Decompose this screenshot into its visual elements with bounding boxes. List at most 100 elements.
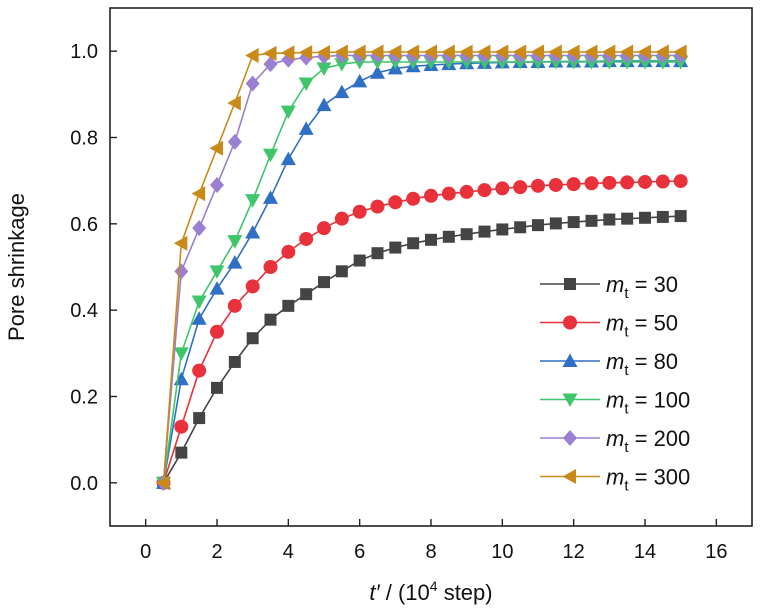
x-axis-title: t′ / (104 step) [369, 578, 492, 605]
data-point [387, 44, 402, 60]
data-point [638, 174, 652, 189]
data-point [441, 186, 456, 201]
data-point [477, 44, 491, 60]
legend-marker [562, 353, 578, 367]
series-0 [157, 210, 687, 489]
data-point [352, 73, 368, 88]
series-5 [156, 44, 687, 491]
data-point [298, 44, 313, 60]
data-point [495, 181, 510, 196]
data-point [584, 44, 598, 60]
data-point [210, 176, 224, 193]
y-tick-label: 0.8 [70, 128, 98, 150]
data-point [655, 174, 670, 189]
data-point [316, 62, 332, 76]
series-line [162, 60, 681, 483]
data-point [370, 44, 384, 60]
data-point [602, 175, 617, 190]
data-point [531, 178, 545, 193]
data-point [460, 228, 473, 241]
data-point [656, 210, 669, 223]
data-point [174, 419, 189, 434]
legend-rest: = 50 [629, 311, 679, 336]
data-point [263, 56, 278, 73]
data-point [513, 180, 528, 195]
data-point [512, 44, 527, 60]
data-point [639, 211, 651, 224]
data-point [156, 475, 170, 491]
data-point [209, 140, 223, 156]
data-point [281, 244, 296, 259]
data-point [459, 44, 473, 60]
data-point [566, 44, 580, 60]
data-point [601, 44, 616, 60]
data-point [494, 44, 509, 60]
series-4 [156, 47, 688, 491]
legend-sub: t [624, 439, 629, 456]
x-axis-title-pre: / (10 [380, 580, 430, 605]
data-point [245, 47, 259, 63]
data-point [191, 295, 207, 310]
data-point [584, 176, 599, 191]
legend-entry: mt = 50 [540, 311, 678, 341]
legend-marker [563, 430, 577, 446]
legend-var: m [606, 426, 624, 451]
series-line [162, 54, 681, 483]
data-point [193, 412, 206, 425]
y-tick-label: 0.2 [70, 387, 98, 409]
legend-rest: = 30 [629, 272, 679, 297]
x-tick-label: 0 [140, 541, 151, 563]
data-point [228, 355, 241, 368]
data-point [388, 195, 403, 210]
data-point [585, 214, 598, 227]
data-point [191, 311, 207, 325]
data-point [298, 121, 314, 135]
data-point [334, 84, 350, 99]
data-point [174, 263, 189, 280]
legend-rest: = 300 [629, 465, 691, 490]
data-point [621, 212, 634, 225]
data-point [282, 299, 295, 312]
data-point [318, 276, 330, 289]
data-point [175, 446, 188, 459]
data-point [263, 190, 278, 204]
data-point [227, 95, 241, 111]
data-point [264, 313, 277, 326]
legend-var: m [606, 272, 624, 297]
data-point [352, 204, 367, 219]
series-line [162, 61, 681, 483]
data-point [299, 231, 314, 246]
x-axis-ticks: 0 2 4 6 8 10 12 14 16 [140, 519, 727, 563]
x-axis-title-post: step) [438, 580, 493, 605]
data-point [567, 216, 580, 229]
data-point [424, 188, 438, 203]
data-point [245, 279, 260, 294]
legend-var: m [606, 465, 624, 490]
data-point [370, 65, 385, 79]
data-point [280, 151, 296, 166]
data-point [514, 221, 527, 234]
data-point [210, 324, 224, 339]
data-point [370, 199, 385, 214]
data-point [263, 45, 277, 61]
legend-marker [564, 278, 576, 290]
data-point [566, 177, 581, 192]
data-point [263, 148, 278, 163]
legend-var: m [606, 349, 624, 374]
x-tick-label: 2 [211, 541, 222, 563]
x-tick-label: 14 [634, 541, 656, 563]
data-point [477, 183, 492, 198]
y-axis-ticks: 0.0 0.2 0.4 0.6 0.8 1.0 [70, 41, 117, 495]
legend-rest: = 100 [629, 388, 691, 413]
y-tick-label: 0.6 [70, 214, 98, 236]
legend-sub: t [624, 362, 629, 379]
data-point [459, 184, 474, 199]
legend-label: mt = 80 [606, 349, 678, 379]
series-line [162, 215, 681, 484]
data-point [209, 265, 225, 279]
data-point [246, 332, 259, 345]
data-point [549, 217, 562, 230]
data-point [619, 44, 634, 60]
